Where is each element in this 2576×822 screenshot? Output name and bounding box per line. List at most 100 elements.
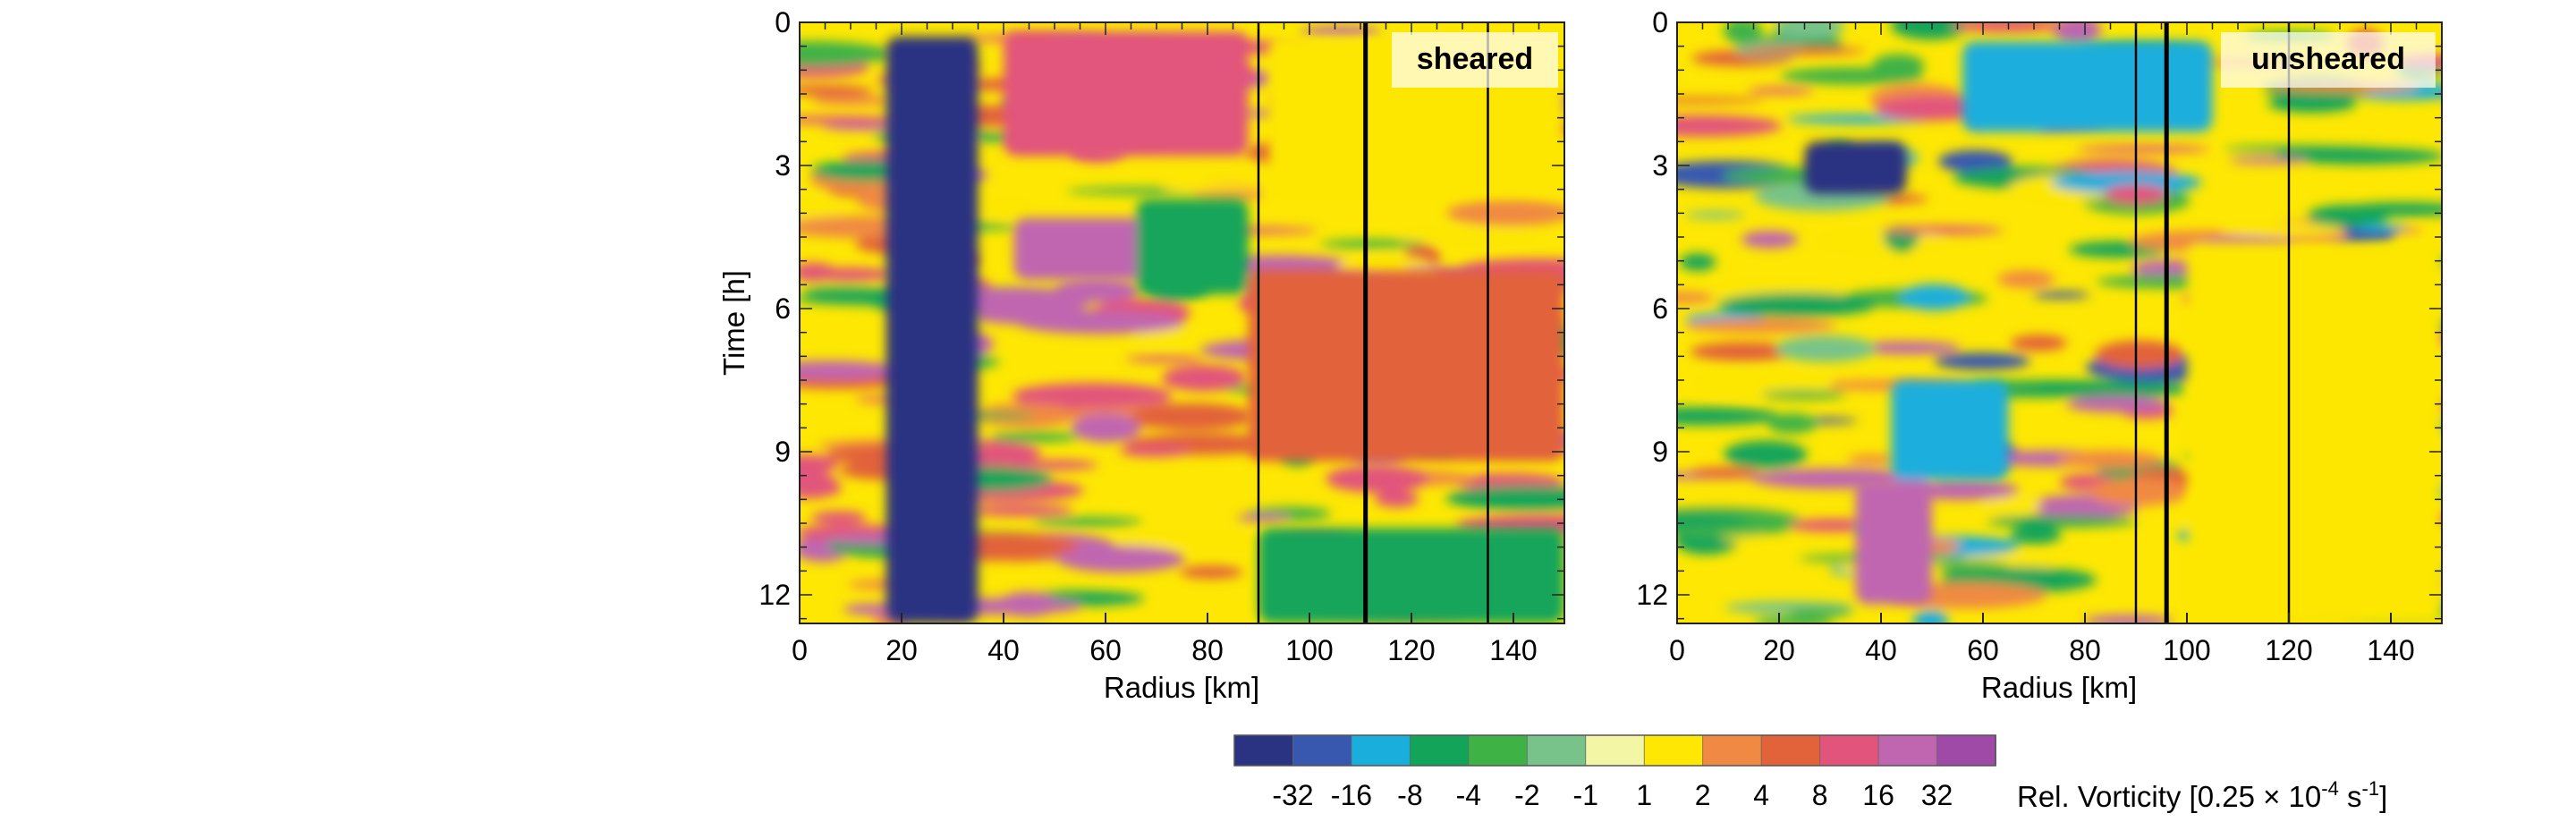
panel-sheared-y-axis: 0 3 6 9 12 — [758, 6, 1564, 620]
panel-sheared-label-box — [1392, 32, 1558, 88]
field-blob — [1164, 186, 1261, 193]
field-blob — [1113, 535, 1283, 548]
panel-unsheared-label-box — [2221, 32, 2436, 88]
colorbar-tick-label: -2 — [1514, 779, 1539, 811]
field-blob — [1237, 513, 1292, 522]
field-blob — [2224, 146, 2386, 153]
colorbar-tick-label: 16 — [1862, 779, 1894, 811]
y-tick-label: 3 — [1652, 149, 1668, 182]
field-blob — [800, 454, 838, 475]
field-blob — [1056, 546, 1185, 573]
field-blob — [1987, 515, 2137, 527]
field-blob — [1162, 364, 1247, 392]
field-blob — [1723, 22, 1763, 45]
field-blob — [2356, 225, 2410, 232]
field-blob — [1677, 292, 1716, 304]
field-feature — [1004, 31, 1249, 157]
colorbar-swatch — [1702, 734, 1763, 767]
field-blob — [843, 604, 898, 615]
panel-unsheared-y-axis: 0 3 6 9 12 — [1636, 6, 2442, 620]
field-blob — [2095, 340, 2184, 369]
panel-unsheared-field — [1677, 22, 2442, 623]
field-blob — [2050, 171, 2202, 194]
colorbar-tick-label: 8 — [1812, 779, 1828, 811]
field-blob — [1717, 292, 1877, 318]
field-feature — [1136, 199, 1249, 294]
field-blob — [1740, 47, 1866, 55]
colorbar-swatch — [1760, 734, 1821, 767]
field-feature — [2187, 242, 2442, 623]
field-blob — [2267, 94, 2357, 113]
field-blob — [2219, 223, 2343, 237]
y-tick-label: 6 — [775, 292, 791, 325]
field-blob — [1890, 22, 1970, 40]
field-blob — [989, 431, 1080, 443]
panel-unsheared-top-ticks — [1676, 22, 2443, 35]
field-blob — [1767, 413, 1818, 434]
field-blob — [1374, 490, 1419, 508]
panel-sheared-ref-lines — [1257, 22, 1489, 623]
field-blob — [1690, 342, 1800, 361]
x-tick-label: 100 — [2163, 634, 2210, 666]
field-blob — [1934, 352, 2030, 370]
field-blob — [1677, 114, 1783, 137]
field-blob — [2053, 22, 2102, 44]
field-blob — [1319, 239, 1425, 249]
panel-unsheared-label: unsheared — [2251, 42, 2405, 76]
colorbar-tick-label: -32 — [1272, 779, 1313, 811]
field-blob — [810, 511, 867, 524]
field-blob — [1684, 211, 1745, 219]
field-blob — [1852, 341, 1961, 355]
panel-sheared: 0 20 40 60 80 100 120 140 0 3 6 9 12 sheared Radius… — [717, 6, 1565, 704]
x-tick-label: 140 — [2367, 634, 2414, 666]
field-blob — [800, 360, 902, 380]
panel-sheared-x-axis: 0 20 40 60 80 100 120 140 — [792, 613, 1538, 666]
y-tick-label: 0 — [775, 6, 791, 38]
field-blob — [1937, 149, 2013, 174]
x-tick-label: 60 — [1089, 634, 1122, 666]
field-features — [1804, 41, 2442, 623]
field-blob — [981, 199, 1037, 215]
field-blob — [1903, 479, 2020, 501]
field-blob — [1446, 199, 1564, 226]
panel-sheared-y-title: Time [h] — [717, 270, 750, 376]
field-blob — [2056, 450, 2163, 470]
field-feature — [886, 37, 979, 623]
x-tick-label: 20 — [1763, 634, 1795, 666]
field-blob — [800, 40, 891, 67]
colorbar-label-main: Rel. Vorticity [0.25 × 10 — [2017, 780, 2321, 813]
colorbar-tick-label: -16 — [1331, 779, 1372, 811]
panel-sheared-contours — [800, 22, 1564, 623]
field-blob — [1012, 382, 1173, 409]
colorbar-swatch — [1585, 734, 1646, 767]
colorbar-label-end: ] — [2379, 780, 2387, 813]
x-tick-label: 0 — [1669, 634, 1685, 666]
colorbar-label: Rel. Vorticity [0.25 × 10-4 s-1] — [2017, 777, 2387, 813]
field-blob — [1912, 610, 1949, 623]
x-tick-label: 40 — [987, 634, 1020, 666]
x-tick-label: 20 — [886, 634, 918, 666]
field-feature — [1962, 41, 2213, 132]
field-blob — [1880, 225, 2004, 235]
field-blob — [1847, 454, 1896, 465]
field-blob — [1741, 231, 1798, 249]
panel-unsheared: 0 20 40 60 80 100 120 140 0 3 6 9 12 unsheared Radi… — [1636, 6, 2443, 704]
field-blob — [1131, 403, 1254, 430]
field-blob — [1677, 513, 1749, 529]
field-feature — [1248, 270, 1564, 462]
field-feature — [1013, 217, 1167, 280]
field-blob — [1031, 517, 1142, 526]
colorbar-swatch — [1819, 734, 1879, 767]
field-blob — [1071, 413, 1141, 443]
field-blob — [1125, 355, 1204, 363]
x-tick-label: 80 — [1191, 634, 1224, 666]
colorbar-frame — [1233, 734, 1996, 767]
field-blob — [1775, 335, 1877, 362]
field-blob — [2065, 395, 2168, 413]
colorbar-swatch — [1468, 734, 1529, 767]
field-blob — [2031, 291, 2090, 299]
field-blob — [1724, 440, 1808, 470]
field-blob — [2087, 478, 2190, 506]
field-blob — [1787, 607, 1852, 617]
